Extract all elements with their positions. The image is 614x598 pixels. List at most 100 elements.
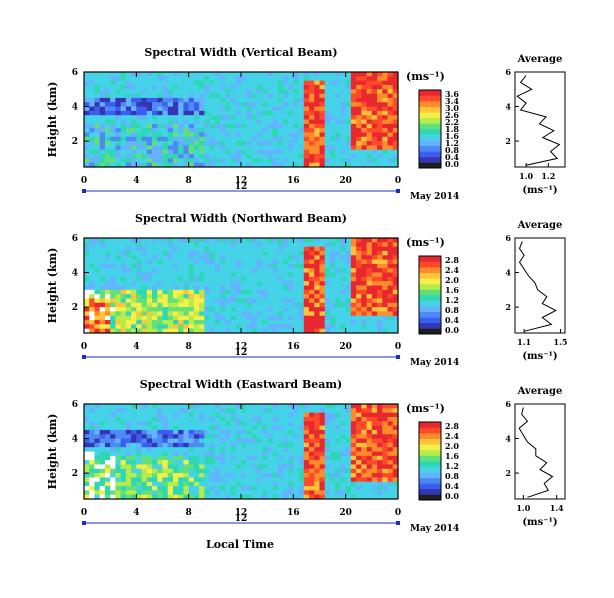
heatmap-cell <box>246 447 252 452</box>
heatmap-cell <box>141 285 148 291</box>
heatmap-cell <box>267 162 273 168</box>
heatmap-cell <box>293 123 299 129</box>
heatmap-cell <box>293 128 299 133</box>
heatmap-cell <box>183 123 190 129</box>
heatmap-cell <box>99 320 106 325</box>
heatmap-cell <box>162 464 169 470</box>
heatmap-cell <box>141 421 148 426</box>
heatmap-cell <box>209 408 216 414</box>
heatmap-cell <box>209 416 216 422</box>
heatmap-cell <box>366 259 373 265</box>
heatmap-cell <box>335 294 341 299</box>
heatmap-cell <box>146 425 153 431</box>
heatmap-cell <box>172 119 179 125</box>
heatmap-cell <box>199 84 205 90</box>
heatmap-cell <box>345 324 352 330</box>
heatmap-cell <box>120 97 127 103</box>
heatmap-cell <box>303 408 310 414</box>
heatmap-cell <box>193 447 200 452</box>
heatmap-cell <box>157 285 163 291</box>
heatmap-cell <box>251 490 258 496</box>
heatmap-cell <box>209 460 216 465</box>
heatmap-cell <box>377 141 383 146</box>
heatmap-cell <box>319 128 326 133</box>
heatmap-cell <box>282 307 289 312</box>
heatmap-cell <box>382 481 388 487</box>
heatmap-cell <box>350 464 357 470</box>
heatmap-cell <box>288 442 294 448</box>
heatmap-cell <box>293 110 299 116</box>
x-tick-label: 8 <box>186 342 192 352</box>
heatmap-cell <box>277 106 284 112</box>
heatmap-cell <box>162 447 169 452</box>
heatmap-cell <box>309 268 315 273</box>
heatmap-cell <box>246 451 252 457</box>
heatmap-cell <box>214 154 221 159</box>
heatmap-cell <box>309 76 315 82</box>
heatmap-cell <box>84 451 90 457</box>
heatmap-cell <box>277 421 284 426</box>
time-bar-label: 12 <box>235 182 248 192</box>
heatmap-cell <box>251 442 258 448</box>
heatmap-cell <box>303 259 310 265</box>
heatmap-cell <box>188 298 195 304</box>
heatmap-cell <box>110 315 116 321</box>
heatmap-cell <box>136 425 142 431</box>
heatmap-cell <box>366 481 373 487</box>
heatmap-cell <box>382 460 388 465</box>
heatmap-cell <box>309 242 315 248</box>
heatmap-cell <box>361 154 367 159</box>
heatmap-cell <box>235 145 242 151</box>
heatmap-cell <box>251 416 258 422</box>
heatmap-cell <box>178 255 184 260</box>
heatmap-cell <box>141 447 148 452</box>
heatmap-cell <box>162 328 169 334</box>
heatmap-cell <box>392 320 399 325</box>
heatmap-cell <box>392 281 399 286</box>
heatmap-cell <box>382 468 388 474</box>
heatmap-cell <box>241 76 247 82</box>
heatmap-cell <box>136 473 142 478</box>
heatmap-cell <box>324 89 331 94</box>
heatmap-cell <box>293 460 299 465</box>
heatmap-cell <box>131 128 137 133</box>
heatmap-cell <box>246 263 252 269</box>
heatmap-cell <box>188 259 195 265</box>
heatmap-cell <box>131 276 137 282</box>
heatmap-cell <box>261 494 268 500</box>
heatmap-cell <box>277 311 284 317</box>
heatmap-cell <box>84 162 90 168</box>
heatmap-cell <box>329 328 336 334</box>
heatmap-cell <box>193 438 200 444</box>
x-tick-label: 0 <box>81 508 87 518</box>
heatmap-cell <box>309 421 315 426</box>
heatmap-cell <box>220 302 226 308</box>
heatmap-cell <box>246 404 252 409</box>
heatmap-cell <box>246 464 252 470</box>
heatmap-cell <box>199 473 205 478</box>
heatmap-cell <box>329 149 336 155</box>
heatmap-cell <box>309 158 315 164</box>
heatmap-cell <box>94 145 101 151</box>
heatmap-cell <box>272 408 279 414</box>
bottom-x-axis-label: Local Time <box>206 538 274 551</box>
heatmap-cell <box>335 486 341 491</box>
heatmap-cell <box>209 268 216 273</box>
panel-2: Spectral Width (Northward Beam)0 4 8 12 16 20… <box>46 212 567 368</box>
heatmap-cell <box>382 442 388 448</box>
heatmap-cell <box>345 268 352 273</box>
heatmap-cell <box>167 324 174 330</box>
time-bar-start <box>82 521 86 525</box>
heatmap-cell <box>251 468 258 474</box>
average-x-tick-label: 1.4 <box>550 503 564 513</box>
heatmap-cell <box>152 486 158 491</box>
colorbar-swatch <box>419 427 441 434</box>
heatmap-cell <box>188 486 195 491</box>
heatmap-cell <box>162 408 169 414</box>
heatmap-cell <box>382 276 388 282</box>
heatmap-cell <box>298 154 305 159</box>
heatmap-cell <box>256 149 263 155</box>
heatmap-cell <box>288 97 294 103</box>
heatmap-cell <box>125 145 132 151</box>
heatmap-cell <box>136 97 142 103</box>
